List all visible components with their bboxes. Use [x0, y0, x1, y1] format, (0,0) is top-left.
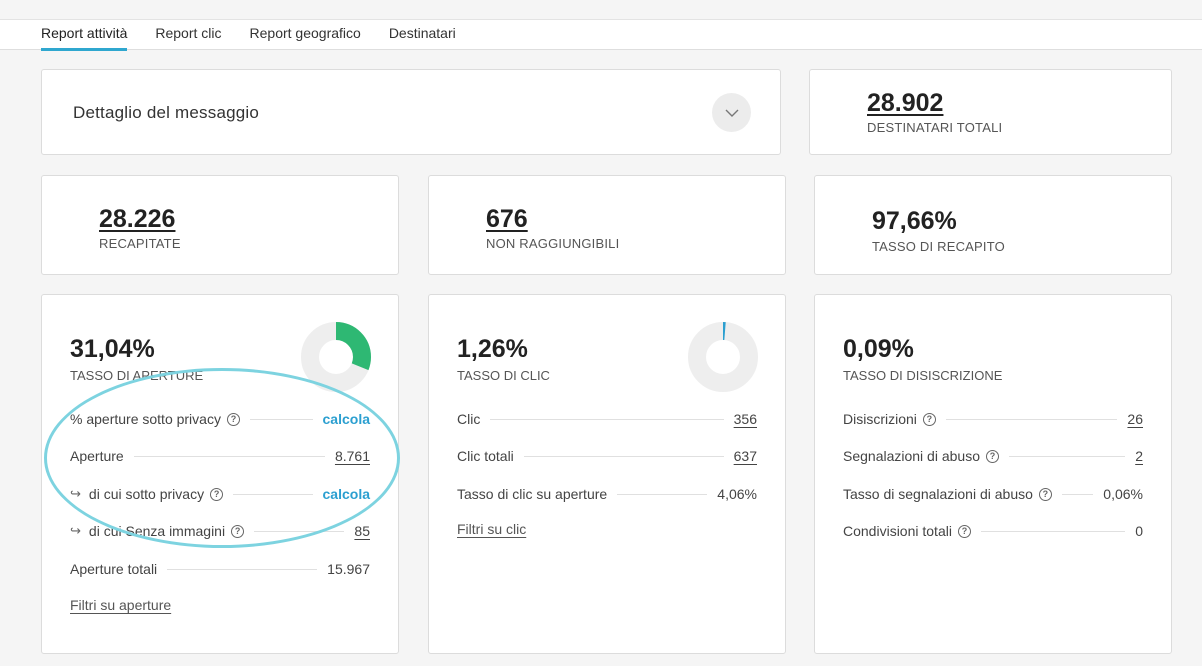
unsubscribes-value[interactable]: 26 — [1127, 411, 1143, 427]
calculate-privacy-opens-link[interactable]: calcola — [322, 411, 370, 427]
open-filters-link[interactable]: Filtri su aperture — [70, 597, 172, 613]
donut-arc — [688, 322, 758, 392]
total-clicks-value[interactable]: 637 — [733, 448, 757, 464]
expand-button[interactable] — [712, 93, 751, 132]
click-to-open-label: Tasso di clic su aperture — [457, 486, 608, 502]
click-rate-label: TASSO DI CLIC — [457, 368, 550, 383]
report-tabs: Report attività Report clic Report geogr… — [41, 20, 484, 51]
opens-no-images-label: di cui Senza immagini — [88, 523, 226, 539]
unsubscribe-rate-label: TASSO DI DISISCRIZIONE — [843, 368, 1003, 383]
click-to-open-row: Tasso di clic su aperture 4,06% — [457, 484, 757, 504]
calculate-opens-privacy-link[interactable]: calcola — [322, 486, 370, 502]
total-recipients-label: DESTINATARI TOTALI — [867, 120, 1003, 135]
total-shares-row: Condivisioni totali? 0 — [843, 521, 1143, 541]
abuse-reports-label: Segnalazioni di abuso — [843, 448, 980, 464]
clicks-value[interactable]: 356 — [733, 411, 757, 427]
abuse-reports-row: Segnalazioni di abuso? 2 — [843, 446, 1143, 466]
opens-no-images-value[interactable]: 85 — [354, 523, 370, 539]
opens-value[interactable]: 8.761 — [334, 448, 370, 464]
donut-arc — [301, 322, 371, 392]
opens-privacy-row: ↪ di cui sotto privacy? calcola — [70, 484, 370, 504]
privacy-opens-row: % aperture sotto privacy? calcola — [70, 409, 370, 429]
unreachable-value[interactable]: 676 — [486, 205, 528, 233]
top-tab-bar: Report attività Report clic Report geogr… — [0, 19, 1202, 51]
total-shares-label: Condivisioni totali — [843, 523, 952, 539]
help-icon[interactable]: ? — [1038, 487, 1052, 501]
open-rate-label: TASSO DI APERTURE — [70, 368, 204, 383]
unsubscribes-label: Disiscrizioni — [843, 411, 917, 427]
opens-card: 31,04% TASSO DI APERTURE % aperture sott… — [41, 294, 399, 654]
help-icon[interactable]: ? — [986, 449, 999, 463]
help-icon[interactable]: ? — [210, 487, 224, 501]
delivered-value[interactable]: 28.226 — [99, 205, 176, 233]
total-clicks-row: Clic totali 637 — [457, 446, 757, 466]
unsubscribes-card: 0,09% TASSO DI DISISCRIZIONE Disiscrizio… — [814, 294, 1172, 654]
delivery-rate-card: 97,66% TASSO DI RECAPITO — [814, 175, 1172, 275]
privacy-opens-label: % aperture sotto privacy — [70, 411, 221, 427]
tab-report-clic[interactable]: Report clic — [155, 25, 222, 41]
clicks-label: Clic — [457, 411, 481, 427]
opens-no-images-row: ↪ di cui Senza immagini? 85 — [70, 521, 370, 541]
open-rate-value: 31,04% — [70, 335, 155, 363]
tab-destinatari[interactable]: Destinatari — [388, 25, 456, 41]
click-rate-donut — [688, 322, 758, 392]
chevron-down-icon — [725, 109, 738, 117]
total-opens-value: 15.967 — [327, 561, 370, 577]
clicks-row: Clic 356 — [457, 409, 757, 429]
total-recipients-card: 28.902 DESTINATARI TOTALI — [809, 69, 1172, 155]
total-opens-row: Aperture totali 15.967 — [70, 559, 370, 579]
total-clicks-label: Clic totali — [457, 448, 514, 464]
abuse-reports-value[interactable]: 2 — [1135, 448, 1143, 464]
open-rate-donut — [301, 322, 371, 392]
abuse-rate-value: 0,06% — [1103, 486, 1143, 502]
click-filters-link[interactable]: Filtri su clic — [457, 521, 527, 537]
delivered-label: RECAPITATE — [99, 236, 181, 251]
tab-report-attivita[interactable]: Report attività — [41, 20, 128, 51]
message-detail-title: Dettaglio del messaggio — [73, 103, 260, 122]
tab-report-geografico[interactable]: Report geografico — [249, 25, 361, 41]
help-icon[interactable]: ? — [957, 524, 971, 538]
opens-row: Aperture 8.761 — [70, 446, 370, 466]
total-opens-label: Aperture totali — [70, 561, 158, 577]
total-recipients-value[interactable]: 28.902 — [867, 89, 944, 117]
unsubscribe-rate-value: 0,09% — [843, 335, 914, 363]
abuse-rate-label: Tasso di segnalazioni di abuso — [843, 486, 1033, 502]
abuse-rate-row: Tasso di segnalazioni di abuso? 0,06% — [843, 484, 1143, 504]
delivered-card: 28.226 RECAPITATE — [41, 175, 399, 275]
click-to-open-value: 4,06% — [717, 486, 757, 502]
total-shares-value: 0 — [1135, 523, 1143, 539]
delivery-rate-label: TASSO DI RECAPITO — [872, 239, 1005, 254]
opens-label: Aperture — [70, 448, 124, 464]
clicks-card: 1,26% TASSO DI CLIC Clic 356 Clic totali… — [428, 294, 786, 654]
help-icon[interactable]: ? — [231, 524, 245, 538]
unreachable-card: 676 NON RAGGIUNGIBILI — [428, 175, 786, 275]
click-rate-value: 1,26% — [457, 335, 528, 363]
help-icon[interactable]: ? — [922, 412, 936, 426]
help-icon[interactable]: ? — [226, 412, 240, 426]
subdirectory-arrow-icon: ↪ — [70, 486, 81, 501]
unsubscribes-row: Disiscrizioni? 26 — [843, 409, 1143, 429]
unreachable-label: NON RAGGIUNGIBILI — [486, 236, 620, 251]
subdirectory-arrow-icon: ↪ — [70, 523, 81, 538]
delivery-rate-value: 97,66% — [872, 207, 957, 235]
opens-privacy-label: di cui sotto privacy — [88, 486, 205, 502]
message-detail-card[interactable]: Dettaglio del messaggio — [41, 69, 781, 155]
